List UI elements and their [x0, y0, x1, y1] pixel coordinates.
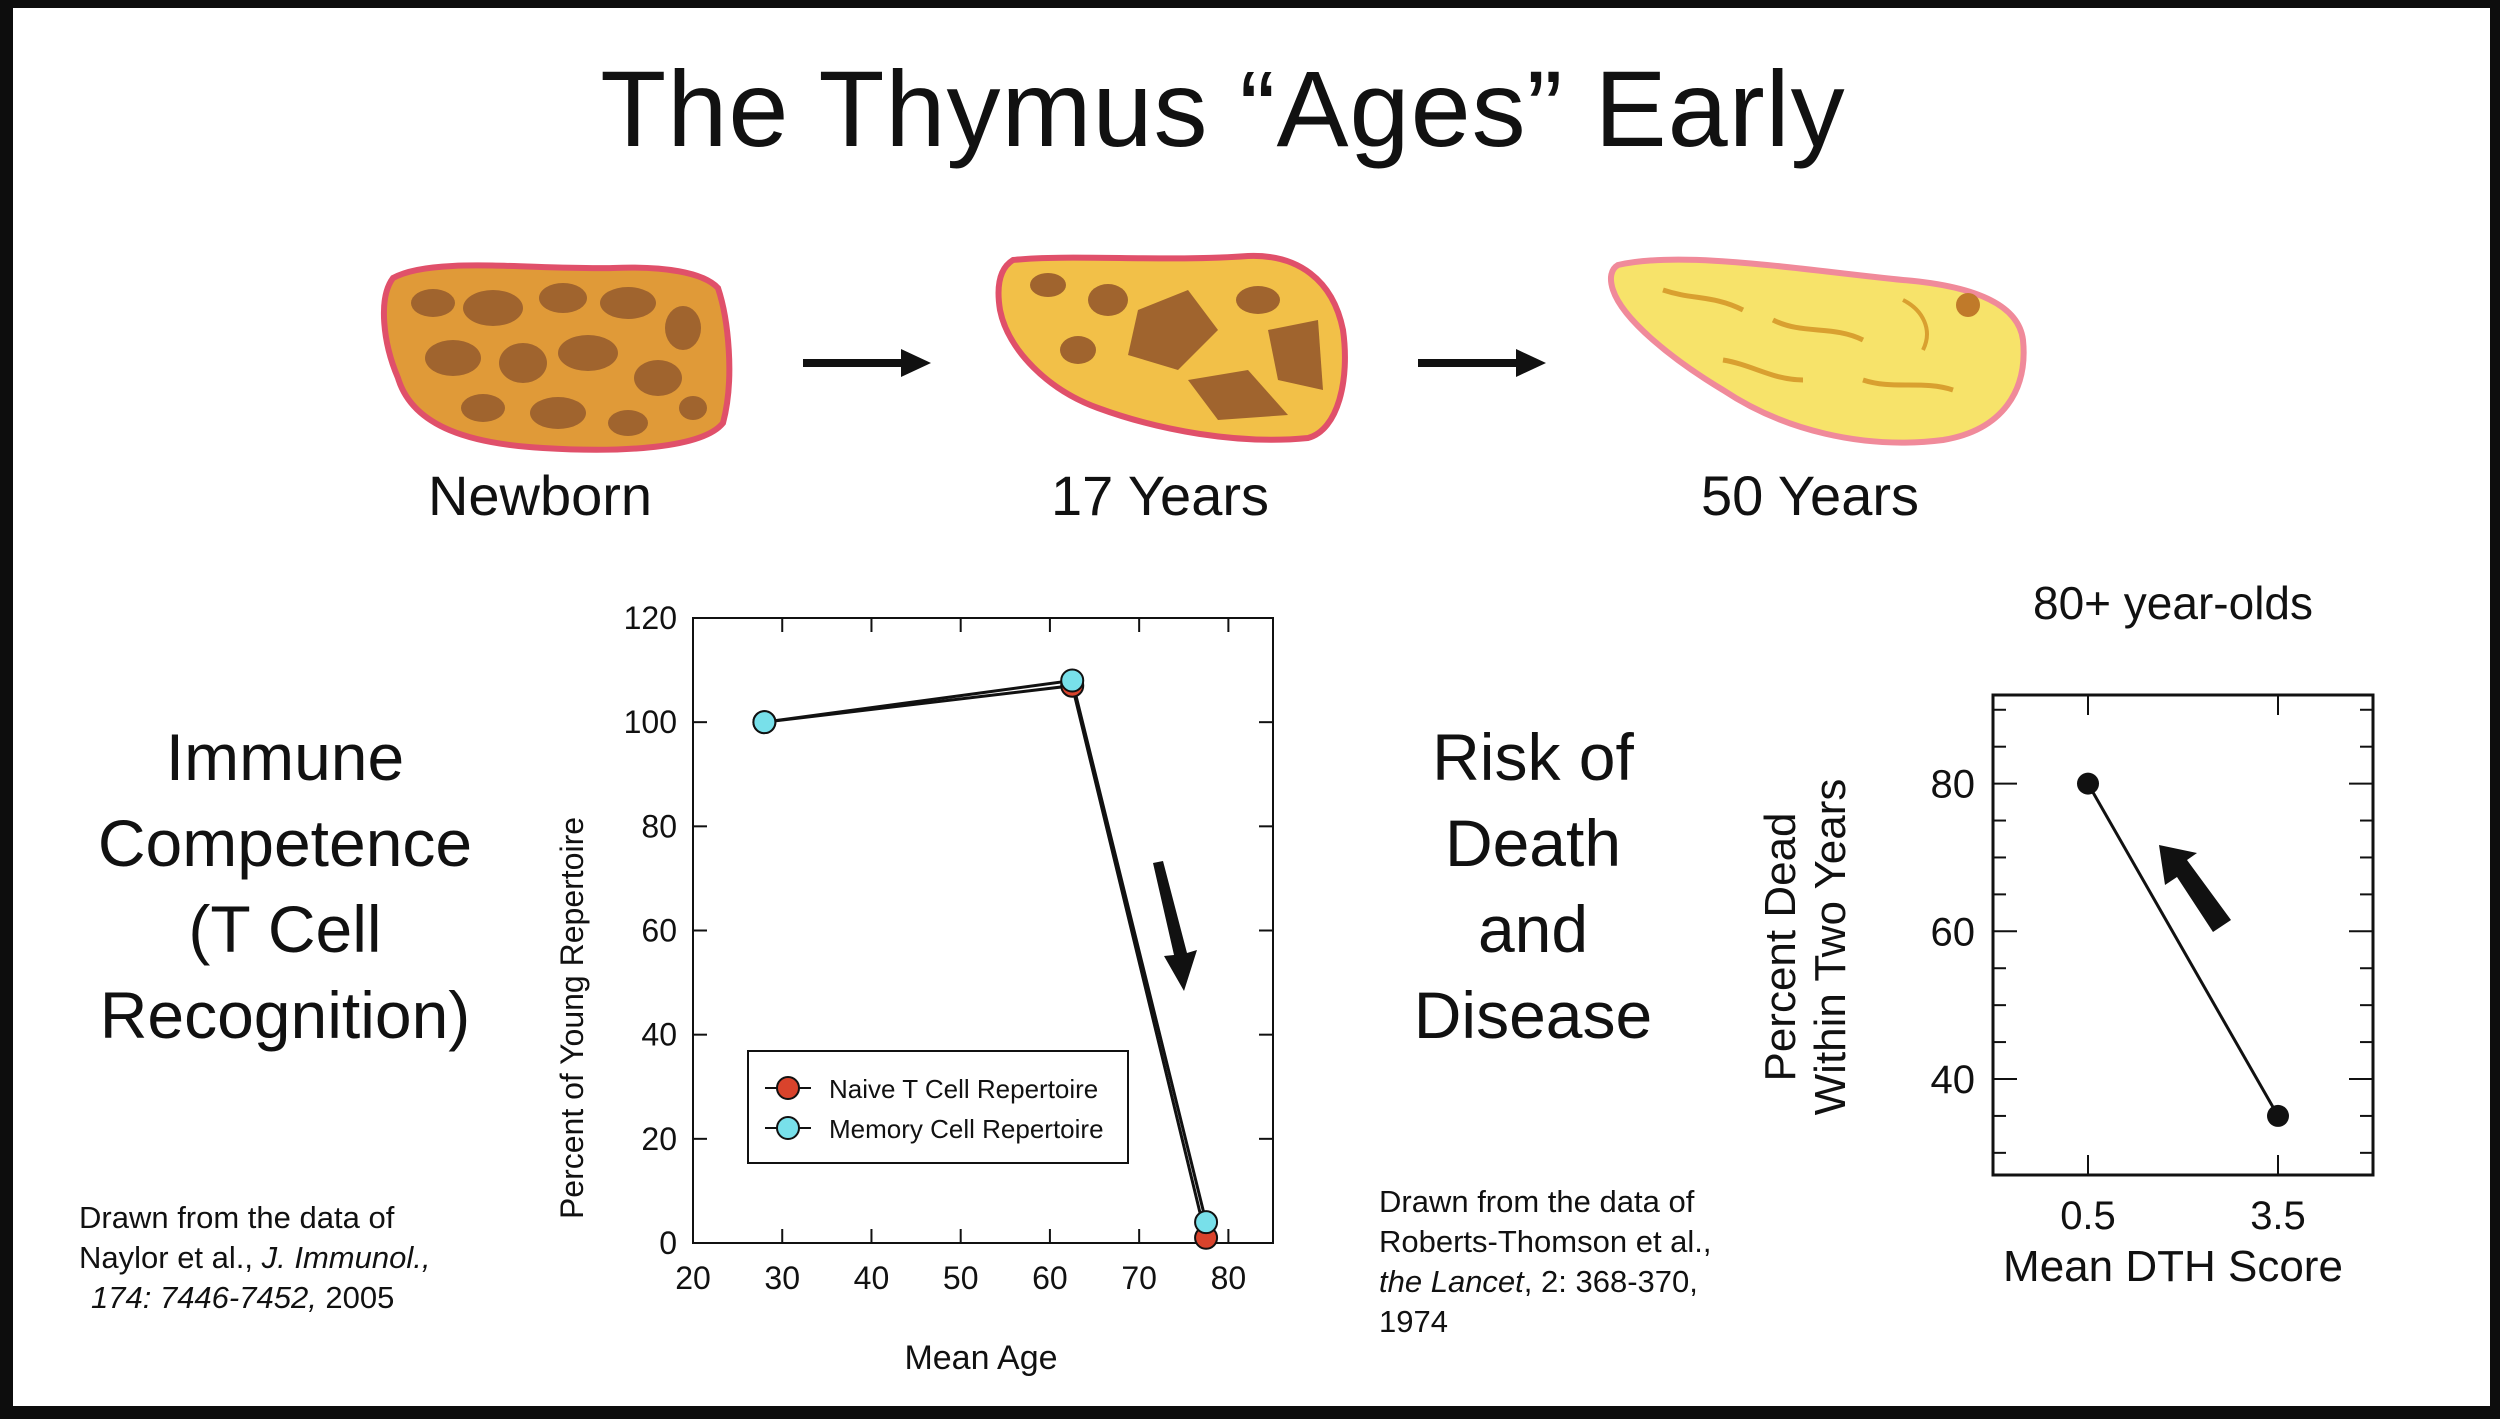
citation-line: Roberts-Thomson et al.,: [1379, 1224, 1712, 1259]
y-axis-label-line: Percent Dead: [1756, 812, 1805, 1081]
slide: The Thymus “Ages” Early: [13, 8, 2490, 1406]
y-tick-label: 40: [1931, 1058, 1976, 1102]
data-point: [752, 710, 777, 735]
heading-line: and: [1477, 892, 1589, 966]
series-line: [2086, 782, 2280, 1117]
legend-box: [747, 1050, 1129, 1164]
y-axis-label: Percent of Young Repertoire: [554, 817, 590, 1219]
slide-title: The Thymus “Ages” Early: [600, 48, 1846, 169]
chart-legend: Naive T Cell Repertoire Memory Cell Repe…: [747, 1050, 1129, 1164]
y-tick-label: 0: [659, 1225, 677, 1261]
x-tick-label: 40: [854, 1260, 890, 1296]
heading-line: Death: [1444, 806, 1622, 880]
data-point: [1194, 1210, 1219, 1235]
plot-frame: [1991, 693, 2375, 1177]
data-point: [2077, 772, 2099, 795]
y-tick-label: 60: [1931, 910, 1976, 954]
y-tick-label: 20: [641, 1121, 677, 1157]
stage-label-newborn: Newborn: [427, 464, 653, 527]
heading-line: (T Cell: [188, 892, 382, 966]
y-axis-label-line: Within Two Years: [1806, 779, 1855, 1116]
roberts-thomson-citation: Drawn from the data of Roberts-Thomson e…: [1379, 1182, 1879, 1342]
citation-text: Naylor et al.,: [79, 1240, 262, 1275]
x-tick-label: 50: [943, 1260, 979, 1296]
legend-label-memory: Memory Cell Repertoire: [829, 1114, 1104, 1144]
journal-name: J. Immunol.,: [261, 1240, 431, 1275]
data-point: [2267, 1104, 2289, 1127]
x-tick-label: 20: [675, 1260, 711, 1296]
y-tick-label: 100: [624, 704, 677, 740]
x-tick-label: 3.5: [2250, 1194, 2306, 1238]
chart-title: 80+ year-olds: [2033, 577, 2313, 629]
journal-name: the Lancet: [1379, 1264, 1524, 1299]
journal-volume: 174: 7446-7452,: [91, 1280, 317, 1315]
x-tick-label: 0.5: [2060, 1194, 2116, 1238]
data-point: [1060, 668, 1085, 693]
legend-marker-naive: [776, 1076, 800, 1100]
x-axis-label: Mean Age: [904, 1339, 1057, 1377]
heading-line: Immune: [165, 720, 405, 794]
y-tick-label: 60: [641, 913, 677, 949]
legend-marker-memory: [776, 1116, 800, 1140]
y-tick-label: 80: [641, 808, 677, 844]
immune-competence-heading: Immune Competence (T Cell Recognition): [35, 714, 535, 1058]
naylor-citation: Drawn from the data of Naylor et al., J.…: [79, 1198, 559, 1318]
stage-label-50-years: 50 Years: [1701, 464, 1919, 527]
heading-line: Recognition): [99, 978, 471, 1052]
heading-line: Risk of: [1432, 720, 1634, 794]
citation-line: Naylor et al., J. Immunol.,: [79, 1238, 559, 1278]
right-arrow-icon: [803, 349, 931, 377]
heading-line: Disease: [1413, 978, 1653, 1052]
y-tick-label: 40: [641, 1017, 677, 1053]
thymus-newborn-illustration: [381, 262, 733, 453]
citation-line: Drawn from the data of: [79, 1200, 395, 1235]
heading-line: Competence: [97, 806, 473, 880]
y-tick-label: 120: [624, 600, 677, 636]
journal-volume: , 2: 368-370,: [1523, 1264, 1698, 1299]
citation-year: 2005: [316, 1280, 395, 1315]
risk-of-death-heading: Risk of Death and Disease: [1323, 714, 1743, 1058]
chart-ticks: 0.5 3.5 40 60 80: [1931, 695, 2373, 1238]
legend-label-naive: Naive T Cell Repertoire: [829, 1074, 1098, 1104]
thymus-17-years-illustration: [995, 252, 1348, 443]
x-tick-label: 80: [1211, 1260, 1247, 1296]
chart-series: [752, 668, 1219, 1250]
chart-series: [2077, 772, 2289, 1127]
thymus-50-years-illustration: [1607, 256, 2027, 446]
citation-line: 1974: [1379, 1304, 1448, 1339]
stage-label-17-years: 17 Years: [1051, 464, 1269, 527]
x-tick-label: 70: [1121, 1260, 1157, 1296]
citation-line: the Lancet, 2: 368-370,: [1379, 1262, 1879, 1302]
y-tick-label: 80: [1931, 763, 1976, 807]
x-axis-label: Mean DTH Score: [2003, 1242, 2343, 1291]
up-arrow-annotation: [2159, 845, 2231, 932]
citation-line: 174: 7446-7452, 2005: [79, 1278, 559, 1318]
right-arrow-icon: [1418, 349, 1546, 377]
chart-frame: [1991, 693, 2375, 1177]
citation-line: Drawn from the data of: [1379, 1184, 1695, 1219]
down-arrow-annotation: [1153, 861, 1197, 991]
x-tick-label: 30: [764, 1260, 800, 1296]
x-tick-label: 60: [1032, 1260, 1068, 1296]
